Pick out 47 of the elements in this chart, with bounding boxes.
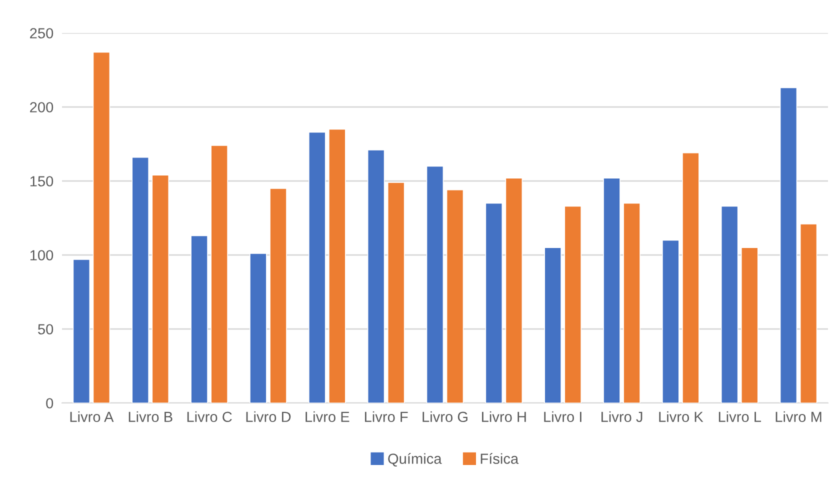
bar <box>720 206 738 403</box>
bar <box>505 178 523 403</box>
legend-label: Química <box>388 453 442 467</box>
bar <box>132 156 150 403</box>
bar <box>544 247 562 403</box>
y-tick-label: 200 <box>30 102 54 112</box>
y-tick-label: 100 <box>30 250 54 260</box>
bar <box>328 128 346 403</box>
bar <box>92 52 110 403</box>
x-tick-label: Livro L <box>718 411 762 422</box>
y-tick-label: 250 <box>30 28 54 38</box>
x-tick-label: Livro G <box>422 411 468 422</box>
bar <box>485 202 503 403</box>
bar <box>623 202 640 403</box>
y-tick-label: 150 <box>30 176 54 186</box>
bar <box>740 247 758 403</box>
bar <box>662 240 680 403</box>
bar <box>780 87 798 403</box>
x-tick-label: Livro E <box>306 411 350 422</box>
bar <box>800 224 818 403</box>
bar <box>603 178 620 403</box>
bar <box>190 235 208 403</box>
x-tick-label: Livro C <box>187 411 232 422</box>
bar <box>426 166 444 403</box>
bar <box>72 259 90 403</box>
bar <box>250 253 267 403</box>
x-tick-label: Livro J <box>601 411 642 422</box>
x-tick-label: Livro H <box>482 411 526 422</box>
bar <box>387 182 405 403</box>
y-tick-label: 0 <box>46 398 54 408</box>
bar <box>210 145 228 403</box>
bar <box>270 188 287 403</box>
x-tick-label: Livro I <box>544 411 582 422</box>
x-tick-label: Livro K <box>659 411 704 422</box>
bar <box>152 174 170 403</box>
legend-label: Física <box>480 453 519 464</box>
bar <box>682 152 700 403</box>
x-tick-label: Livro F <box>364 411 408 422</box>
bar <box>564 206 582 403</box>
bar <box>367 150 385 403</box>
bar <box>308 132 326 403</box>
y-tick-label: 50 <box>38 324 54 334</box>
x-tick-label: Livro B <box>128 411 172 422</box>
x-tick-label: Livro A <box>70 411 114 422</box>
bar <box>446 189 464 403</box>
x-tick-label: Livro D <box>246 411 291 422</box>
x-tick-label: Livro M <box>776 411 822 422</box>
